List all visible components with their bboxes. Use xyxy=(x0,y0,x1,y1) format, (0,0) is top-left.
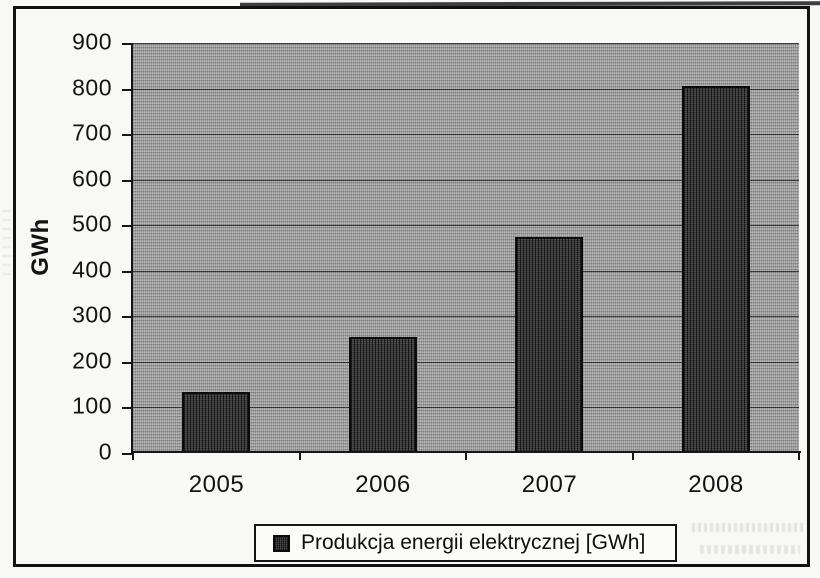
bar-2007 xyxy=(515,236,584,453)
y-tick-label: 900 xyxy=(72,28,112,55)
scan-edge-speckle xyxy=(2,205,11,275)
y-tick-label: 800 xyxy=(72,73,112,100)
y-tick-label: 200 xyxy=(72,347,112,374)
y-tick-mark xyxy=(122,43,131,45)
y-tick-mark xyxy=(122,179,131,182)
scan-showthrough-smudge xyxy=(700,545,800,554)
gridline-900 xyxy=(133,43,799,44)
gridline-200 xyxy=(133,361,799,363)
x-tick-mark xyxy=(298,453,301,460)
y-tick-label: 400 xyxy=(72,256,112,283)
gridline-100 xyxy=(133,407,799,409)
gridline-700 xyxy=(133,134,799,136)
x-tick-mark xyxy=(465,453,467,460)
y-tick-mark xyxy=(122,407,131,410)
y-tick-label: 300 xyxy=(72,301,112,328)
legend-series-swatch-icon xyxy=(273,534,290,552)
y-tick-mark xyxy=(122,453,131,455)
legend-series-label: Produkcja energii elektrycznej [GWh] xyxy=(301,531,646,554)
y-tick-label: 500 xyxy=(72,210,112,237)
x-tick-label: 2006 xyxy=(355,471,411,498)
y-tick-mark xyxy=(122,225,131,228)
gridline-300 xyxy=(133,316,799,318)
x-tick-mark xyxy=(132,453,134,460)
y-tick-label: 0 xyxy=(98,438,112,465)
bar-2008 xyxy=(681,86,750,453)
y-tick-mark xyxy=(122,316,131,319)
y-tick-mark xyxy=(122,88,131,91)
bar-2005 xyxy=(182,391,251,453)
y-tick-label: 600 xyxy=(72,165,112,192)
gridline-600 xyxy=(133,179,799,181)
x-axis-line xyxy=(131,451,801,453)
y-tick-mark xyxy=(122,361,131,364)
x-tick-label: 2007 xyxy=(521,471,578,498)
plot-area xyxy=(133,43,799,453)
x-tick-label: 2008 xyxy=(688,471,744,498)
x-tick-mark xyxy=(798,453,800,460)
y-tick-label: 100 xyxy=(72,392,112,419)
x-tick-label: 2005 xyxy=(188,471,245,498)
bar-2006 xyxy=(348,336,417,453)
y-tick-mark xyxy=(122,134,131,137)
gridline-500 xyxy=(133,225,799,227)
figure-border-frame xyxy=(13,6,810,567)
scan-showthrough-smudge xyxy=(692,523,804,532)
gridline-800 xyxy=(133,88,799,90)
legend-box: Produkcja energii elektrycznej [GWh] xyxy=(254,524,677,562)
gridline-400 xyxy=(133,270,799,272)
y-tick-label: 700 xyxy=(72,119,112,146)
y-tick-mark xyxy=(122,270,131,273)
y-axis-line xyxy=(131,43,133,455)
x-tick-mark xyxy=(631,453,634,460)
